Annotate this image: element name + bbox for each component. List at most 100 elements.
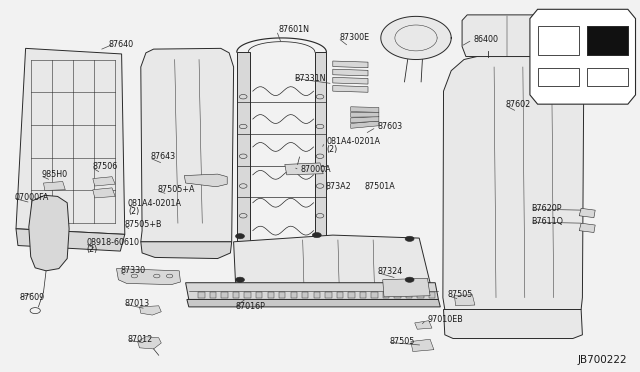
Polygon shape xyxy=(184,174,227,187)
Bar xyxy=(538,68,579,86)
Text: 87506: 87506 xyxy=(93,162,118,171)
Bar xyxy=(406,292,412,298)
Bar xyxy=(256,292,262,298)
Polygon shape xyxy=(462,15,554,57)
Text: 97010EB: 97010EB xyxy=(428,315,463,324)
Text: (2): (2) xyxy=(128,207,140,216)
Bar xyxy=(210,292,216,298)
Polygon shape xyxy=(116,269,180,285)
Text: 985H0: 985H0 xyxy=(42,170,68,179)
Polygon shape xyxy=(141,48,234,242)
Text: 87330: 87330 xyxy=(120,266,145,275)
Text: B7611Q: B7611Q xyxy=(531,217,563,226)
Bar xyxy=(394,292,401,298)
Bar xyxy=(337,292,343,298)
Bar xyxy=(244,292,251,298)
Polygon shape xyxy=(530,9,636,104)
Text: 87505: 87505 xyxy=(448,290,474,299)
Polygon shape xyxy=(93,188,115,198)
Polygon shape xyxy=(138,337,161,349)
Polygon shape xyxy=(186,283,438,299)
Text: 081A4-0201A: 081A4-0201A xyxy=(326,137,380,146)
Text: (2): (2) xyxy=(86,246,98,254)
Polygon shape xyxy=(381,16,451,60)
Text: 86400: 86400 xyxy=(474,35,499,44)
Bar xyxy=(221,292,228,298)
Polygon shape xyxy=(16,48,125,234)
Text: 08918-60610: 08918-60610 xyxy=(86,238,140,247)
Text: 87640: 87640 xyxy=(109,40,134,49)
Text: 081A4-0201A: 081A4-0201A xyxy=(128,199,182,208)
Polygon shape xyxy=(333,77,368,84)
Bar xyxy=(325,292,332,298)
Polygon shape xyxy=(411,339,434,352)
Text: 87000A: 87000A xyxy=(301,165,332,174)
Polygon shape xyxy=(351,116,379,123)
Text: 873A2: 873A2 xyxy=(325,182,351,191)
Text: 87324: 87324 xyxy=(378,267,403,276)
Bar xyxy=(279,292,285,298)
Bar xyxy=(198,292,205,298)
Text: (2): (2) xyxy=(326,145,338,154)
Bar xyxy=(586,26,628,55)
Polygon shape xyxy=(443,55,584,310)
Bar xyxy=(302,292,308,298)
Text: 87501A: 87501A xyxy=(365,182,396,191)
Polygon shape xyxy=(333,69,368,76)
Text: JB700222: JB700222 xyxy=(577,355,627,365)
Polygon shape xyxy=(44,182,65,190)
Circle shape xyxy=(405,236,414,241)
Polygon shape xyxy=(383,278,430,297)
Text: 87016P: 87016P xyxy=(236,302,266,311)
Text: 87505: 87505 xyxy=(389,337,415,346)
Bar xyxy=(233,292,239,298)
Text: 87300E: 87300E xyxy=(339,33,369,42)
Text: 87505+A: 87505+A xyxy=(157,185,195,194)
Polygon shape xyxy=(141,242,232,259)
Bar xyxy=(538,26,579,55)
Text: 87602: 87602 xyxy=(506,100,531,109)
Bar xyxy=(383,292,389,298)
Bar xyxy=(291,292,297,298)
Text: B7331N: B7331N xyxy=(294,74,326,83)
Polygon shape xyxy=(454,295,475,306)
Polygon shape xyxy=(351,112,379,117)
Bar xyxy=(360,292,366,298)
Text: 87013: 87013 xyxy=(125,299,150,308)
Polygon shape xyxy=(351,107,379,112)
Polygon shape xyxy=(579,223,595,232)
Bar xyxy=(371,292,378,298)
Polygon shape xyxy=(140,306,161,315)
Bar xyxy=(348,292,355,298)
Circle shape xyxy=(236,234,244,239)
Polygon shape xyxy=(333,61,368,68)
Bar xyxy=(586,26,628,55)
Circle shape xyxy=(405,277,414,282)
Polygon shape xyxy=(29,195,69,271)
Text: 07000FA: 07000FA xyxy=(14,193,49,202)
Text: 87601N: 87601N xyxy=(278,25,309,34)
Bar xyxy=(429,292,435,298)
Polygon shape xyxy=(315,52,326,242)
Text: 87505+B: 87505+B xyxy=(125,220,163,229)
Text: 87643: 87643 xyxy=(150,153,175,161)
Polygon shape xyxy=(93,177,115,186)
Bar xyxy=(314,292,320,298)
Polygon shape xyxy=(285,163,323,175)
Circle shape xyxy=(236,277,244,282)
Text: B7620P: B7620P xyxy=(531,204,562,213)
Polygon shape xyxy=(579,208,595,218)
Text: 87609: 87609 xyxy=(19,293,44,302)
Circle shape xyxy=(312,232,321,238)
Bar xyxy=(268,292,274,298)
Polygon shape xyxy=(444,310,582,339)
Bar xyxy=(417,292,424,298)
Polygon shape xyxy=(16,229,125,251)
Text: 87012: 87012 xyxy=(128,335,153,344)
Bar xyxy=(586,68,628,86)
Text: 87603: 87603 xyxy=(378,122,403,131)
Polygon shape xyxy=(351,121,379,128)
Polygon shape xyxy=(415,321,432,329)
Polygon shape xyxy=(187,299,440,307)
Polygon shape xyxy=(237,52,250,242)
